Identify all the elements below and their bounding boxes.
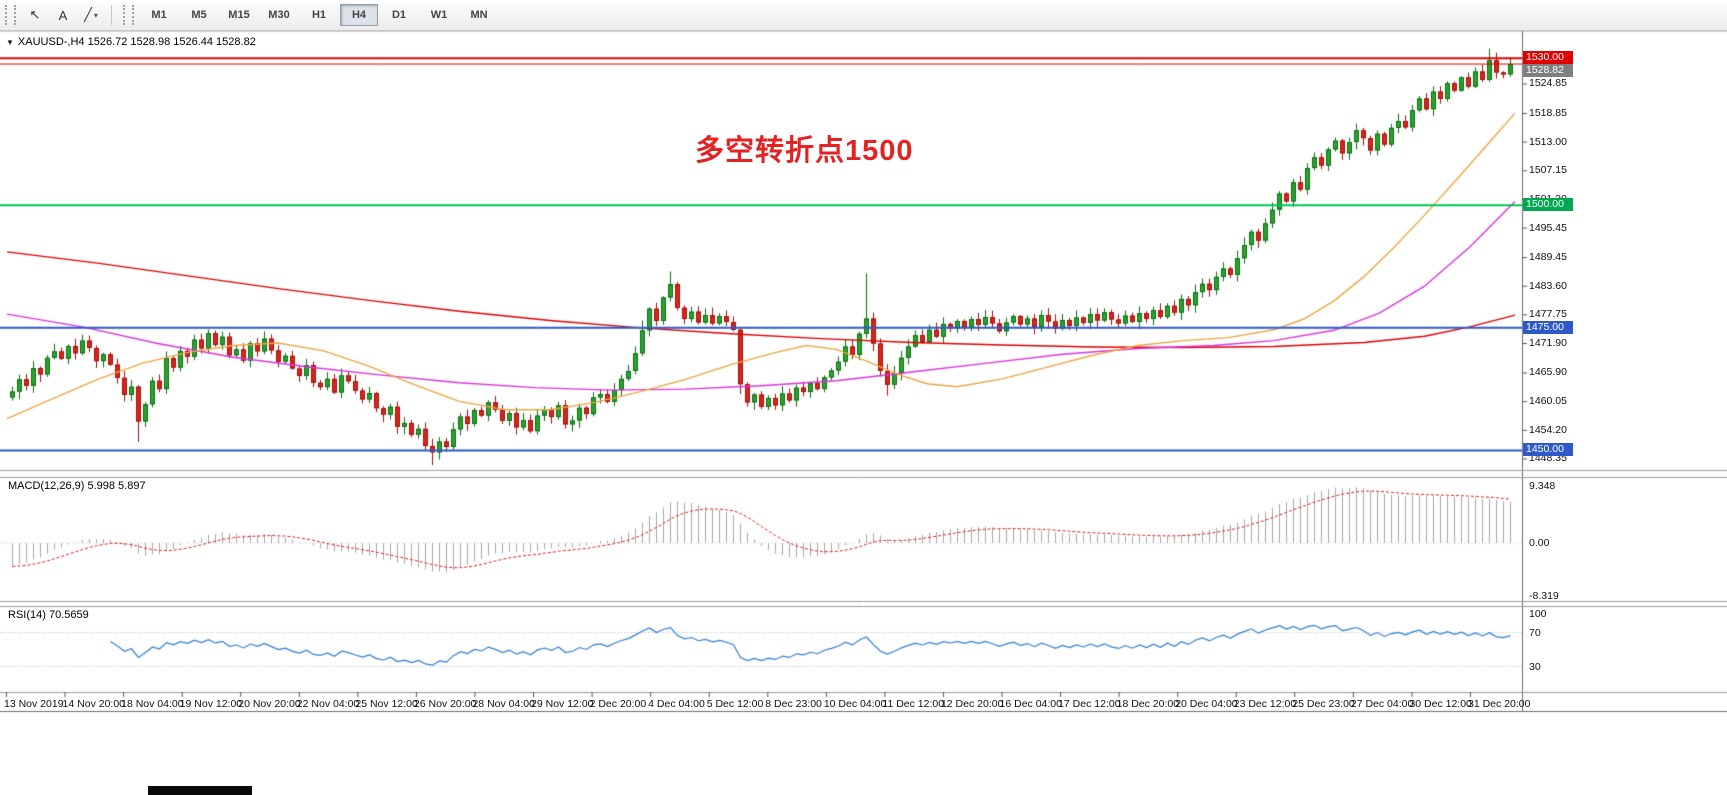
time-axis-label: 4 Dec 04:00 (648, 698, 705, 710)
time-axis-label: 18 Dec 20:00 (1116, 698, 1180, 710)
price-line-badge-1530.00: 1530.00 (1523, 51, 1573, 65)
toolbar-separator (111, 5, 112, 25)
timeframe-button-h4[interactable]: H4 (340, 4, 378, 26)
price-scale-label: 1507.15 (1529, 164, 1567, 177)
price-scale-label: 1454.20 (1529, 423, 1567, 436)
price-scale-label: 1471.90 (1529, 337, 1567, 350)
cursor-tool-button[interactable]: ↖ (22, 3, 48, 27)
timeframe-button-m1[interactable]: M1 (151, 9, 167, 21)
chart-annotation-text[interactable]: 多空转折点1500 (695, 135, 914, 167)
macd-scale-label: 9.348 (1529, 480, 1556, 492)
time-axis-label: 30 Dec 12:00 (1409, 698, 1472, 710)
timeframe-button-mn[interactable]: MN (470, 9, 488, 21)
price-line-badge-1450.00: 1450.00 (1523, 443, 1573, 457)
price-scale-label: 1477.75 (1529, 308, 1567, 321)
time-axis-label: 14 Nov 20:00 (62, 698, 126, 710)
rsi-scale-label: 70 (1529, 626, 1541, 639)
price-scale-label: 1518.85 (1529, 106, 1567, 119)
price-scale-label: 1483.60 (1529, 279, 1567, 292)
drawing-tools-group: ↖ A ╱ ▾ (21, 3, 105, 27)
macd-scale-label: 0.00 (1529, 537, 1550, 550)
macd-scale-label: -8.319 (1529, 590, 1559, 602)
one-click-trading-toggle-icon[interactable]: ▼ (6, 37, 14, 47)
chart-title: XAUUSD-,H4 1526.72 1528.98 1526.44 1528.… (17, 36, 256, 48)
timeframe-button-d1[interactable]: D1 (391, 9, 407, 21)
text-label-tool-button[interactable]: A (50, 3, 76, 27)
time-axis-label: 11 Dec 12:00 (882, 698, 945, 710)
rsi-scale-label: 30 (1529, 660, 1541, 673)
time-axis-label: 20 Dec 04:00 (1175, 698, 1238, 710)
price-scale-label: 1460.05 (1529, 395, 1567, 408)
timeframe-toolbar: M1 M5 M15 M30 H1 H4 D1 W1 MN (139, 4, 499, 26)
time-axis-label: 20 Nov 20:00 (238, 698, 301, 710)
timeframe-button-m15[interactable]: M15 (228, 9, 250, 21)
chevron-down-icon: ▾ (93, 10, 98, 20)
rsi-indicator-label: RSI(14) 70.5659 (8, 609, 89, 621)
price-scale-label: 1489.45 (1529, 251, 1567, 264)
timeframe-button-m30[interactable]: M30 (268, 9, 290, 21)
time-axis-label: 2 Dec 20:00 (589, 698, 647, 710)
toolbar: ↖ A ╱ ▾ M1 M5 M15 M30 H1 H4 D1 W1 MN (0, 0, 1727, 31)
time-axis-label: 31 Dec 20:00 (1468, 698, 1531, 710)
toolbar-grip[interactable] (5, 5, 16, 25)
price-scale-label: 1513.00 (1529, 135, 1567, 148)
macd-indicator-label: MACD(12,26,9) 5.998 5.897 (8, 480, 146, 492)
price-scale-label: 1465.90 (1529, 366, 1567, 379)
timeframe-button-h1[interactable]: H1 (311, 9, 327, 21)
time-axis-label: 25 Nov 12:00 (355, 698, 418, 710)
trendline-icon: ╱ (84, 7, 92, 22)
time-axis-label: 19 Nov 12:00 (179, 698, 243, 710)
timeframe-button-w1[interactable]: W1 (430, 9, 448, 21)
price-line-badge-1528.82: 1528.82 (1523, 64, 1573, 78)
time-axis-label: 22 Nov 04:00 (296, 698, 360, 710)
text-icon: A (58, 7, 68, 23)
time-axis-label: 17 Dec 12:00 (1058, 698, 1121, 710)
price-scale-label: 1524.85 (1529, 77, 1567, 90)
time-axis-label: 26 Nov 20:00 (413, 698, 477, 710)
time-axis-label: 23 Dec 12:00 (1233, 698, 1297, 710)
chart-title-bar: ▼ XAUUSD-,H4 1526.72 1528.98 1526.44 152… (6, 36, 256, 48)
time-axis-label: 29 Nov 12:00 (531, 698, 594, 710)
time-axis-label: 25 Dec 23:00 (1292, 698, 1355, 710)
toolbar-grip[interactable] (123, 5, 134, 25)
time-axis-label: 18 Nov 04:00 (121, 698, 184, 710)
time-axis-label: 28 Nov 04:00 (472, 698, 535, 710)
price-line-badge-1475.00: 1475.00 (1523, 320, 1573, 334)
draw-tools-button[interactable]: ╱ ▾ (78, 3, 104, 27)
rsi-scale-label: 100 (1529, 608, 1547, 620)
time-axis-label: 10 Dec 04:00 (823, 698, 887, 710)
time-axis-label: 27 Dec 04:00 (1350, 698, 1414, 710)
time-axis-label: 13 Nov 2019 (4, 698, 64, 710)
price-line-badge-1500.00: 1500.00 (1523, 198, 1573, 212)
cursor-icon: ↖ (29, 7, 41, 22)
time-axis-label: 12 Dec 20:00 (940, 698, 1004, 710)
price-scale-label: 1495.45 (1529, 221, 1567, 234)
time-axis-label: 5 Dec 12:00 (706, 698, 764, 710)
time-axis-label: 16 Dec 04:00 (999, 698, 1062, 710)
time-axis-label: 8 Dec 23:00 (765, 698, 822, 710)
timeframe-button-m5[interactable]: M5 (191, 9, 207, 21)
bottom-black-bar (148, 786, 252, 795)
